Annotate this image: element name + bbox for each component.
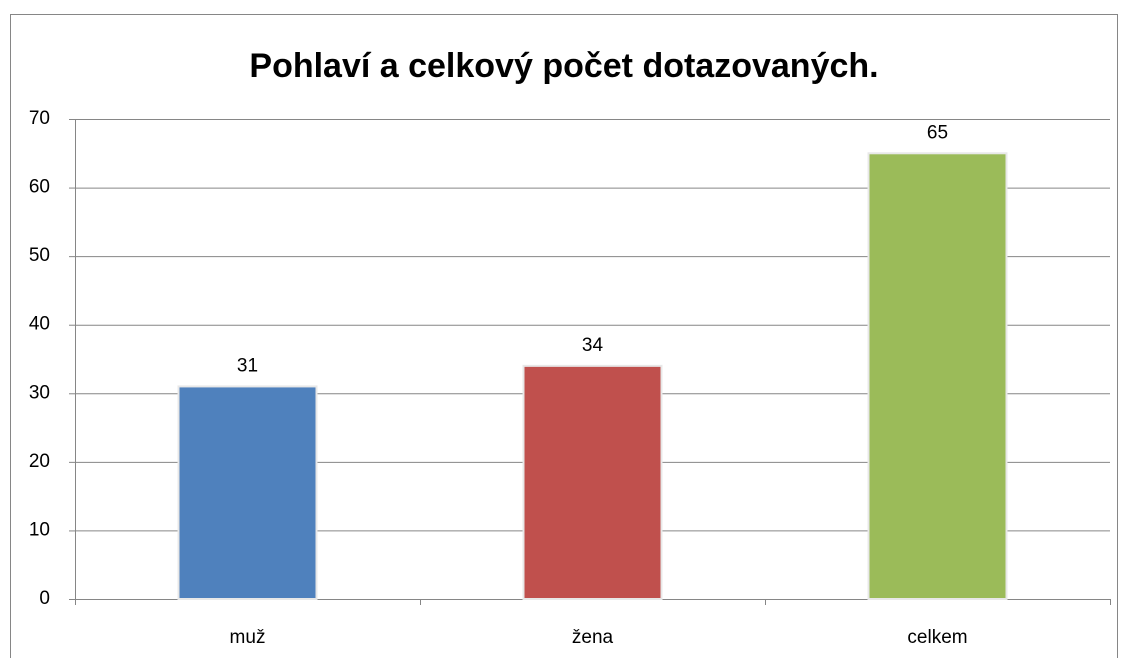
y-tick-label: 10: [29, 519, 50, 540]
data-label: 34: [582, 335, 604, 356]
x-tick-label: žena: [572, 627, 614, 648]
bar: [522, 364, 663, 600]
bar: [867, 152, 1008, 601]
x-tick-label: muž: [230, 627, 266, 648]
data-label: 65: [927, 122, 948, 143]
y-tick-label: 20: [29, 451, 50, 472]
y-tick-label: 30: [29, 382, 50, 403]
y-tick-label: 40: [29, 314, 50, 335]
y-tick-label: 50: [29, 245, 50, 266]
bar: [177, 385, 318, 600]
y-tick-label: 70: [29, 108, 50, 129]
y-tick-label: 0: [39, 588, 50, 609]
data-label: 31: [237, 355, 258, 376]
chart-title: Pohlaví a celkový počet dotazovaných.: [249, 47, 878, 85]
y-tick-label: 60: [29, 177, 50, 198]
x-tick-label: celkem: [907, 627, 967, 648]
